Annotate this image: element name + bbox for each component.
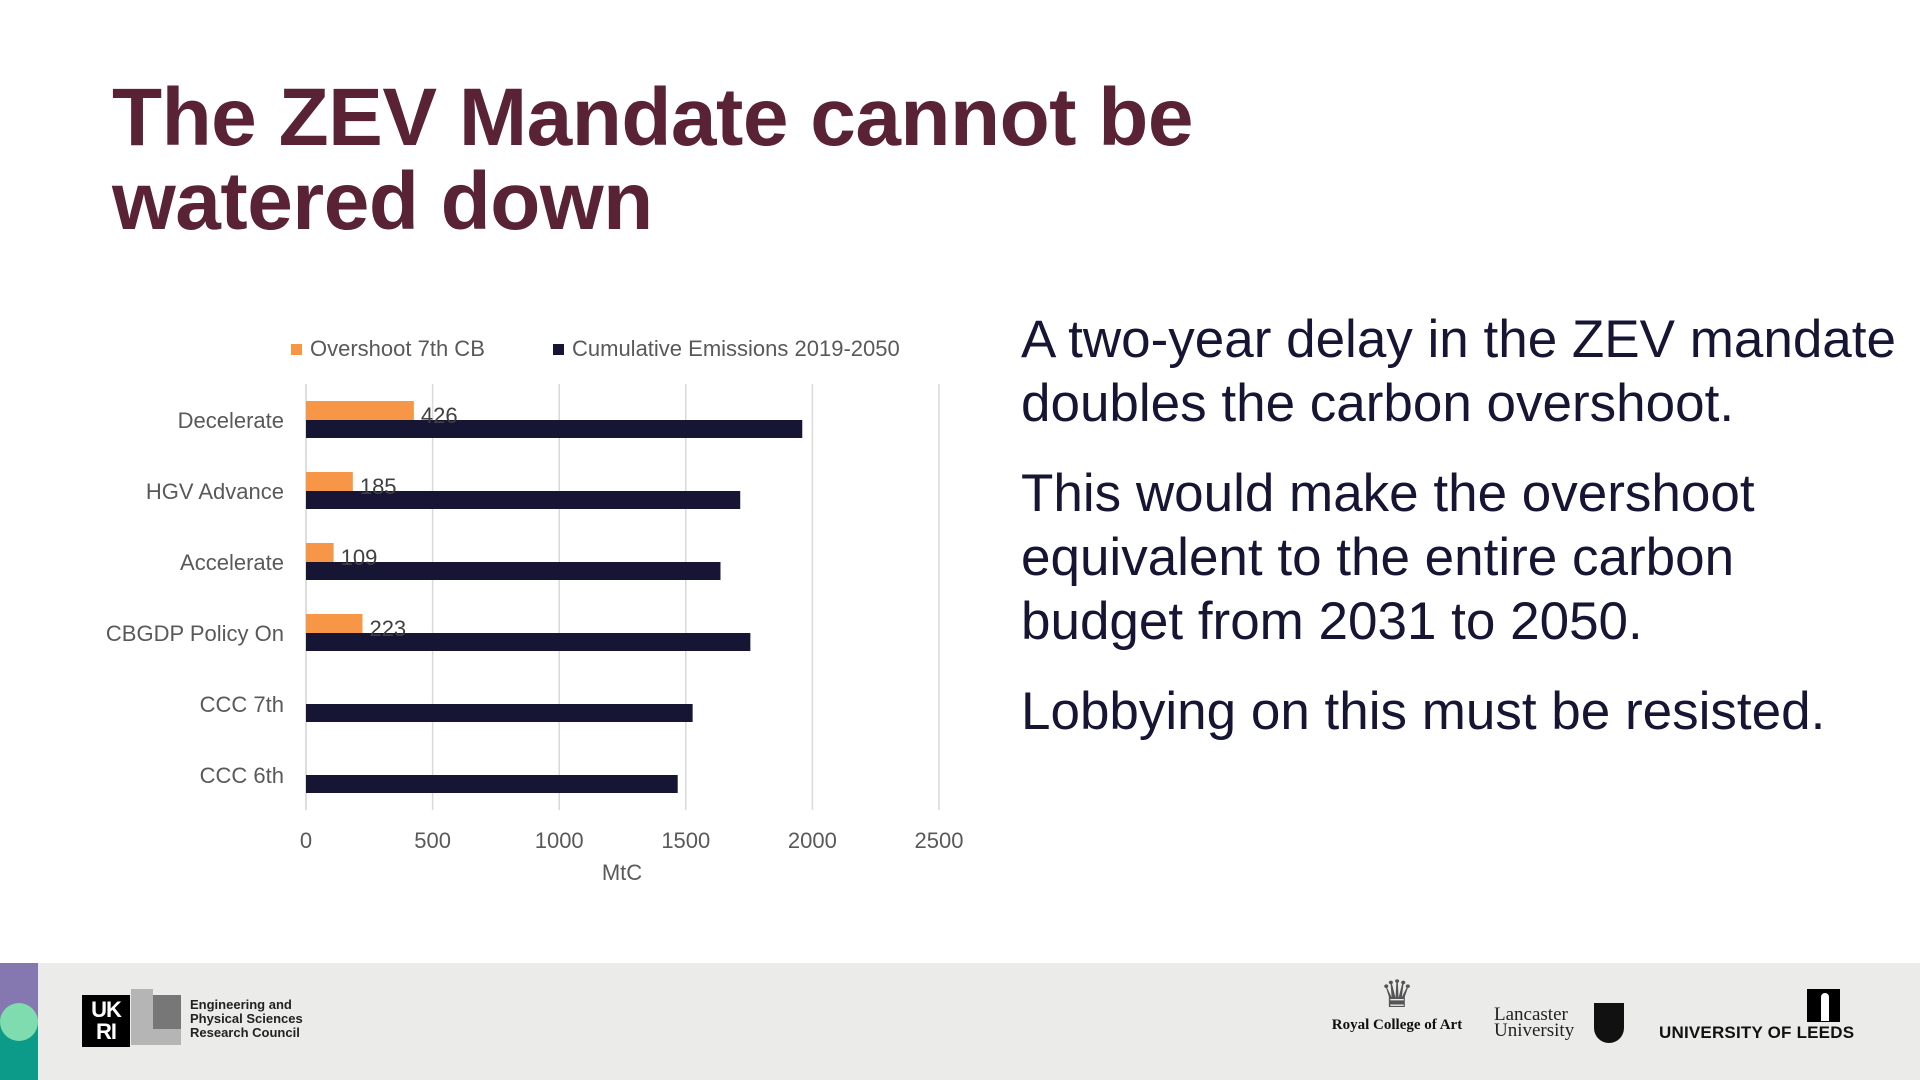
leeds-tower-glyph — [1821, 993, 1829, 1021]
category-labels: Decelerate HGV Advance Accelerate CBGDP Pol… — [106, 408, 284, 788]
x-tick-label: 500 — [414, 828, 451, 853]
chart-legend: Overshoot 7th CB Cumulative Emissions 201… — [291, 336, 900, 361]
rca-name: Royal College of Art — [1331, 1017, 1463, 1033]
lancaster-line: University — [1494, 1020, 1575, 1041]
decorative-strip — [0, 963, 38, 1080]
bar-cumulative-emissions — [306, 704, 693, 722]
category-label: HGV Advance — [146, 479, 284, 504]
x-axis-title: MtC — [602, 860, 642, 885]
data-label: 185 — [360, 474, 397, 499]
category-label: CCC 7th — [200, 692, 284, 717]
category-label: Accelerate — [180, 550, 284, 575]
bar-overshoot — [306, 401, 414, 420]
legend-label: Cumulative Emissions 2019-2050 — [572, 336, 900, 361]
ukri-logo-block — [131, 989, 153, 1045]
bar-overshoot — [306, 472, 353, 491]
x-tick-labels: 0 500 1000 1500 2000 2500 — [300, 828, 964, 853]
paragraph-1: A two-year delay in the ZEV mandate doub… — [1021, 310, 1896, 433]
bar-cumulative-emissions — [306, 491, 741, 509]
data-label: 223 — [369, 616, 406, 641]
lancaster-line: Lancaster — [1494, 1004, 1568, 1025]
gridlines — [305, 384, 940, 810]
bar-overshoot — [306, 614, 363, 633]
title-line-2: watered down — [112, 156, 653, 247]
epsrc-line: Engineering and — [190, 997, 292, 1012]
category-label: CBGDP Policy On — [106, 621, 284, 646]
category-label: Decelerate — [178, 408, 284, 433]
ukri-logo-block — [153, 1029, 181, 1045]
paragraph-2: This would make the overshoot equivalent… — [1021, 464, 1755, 651]
bar-cumulative-emissions — [306, 420, 803, 438]
slide-title: The ZEV Mandate cannot be watered down — [112, 76, 1312, 244]
bar-cumulative-emissions — [306, 562, 721, 580]
epsrc-line: Physical Sciences — [190, 1011, 303, 1026]
ukri-logo: UK RI — [82, 995, 130, 1047]
epsrc-logo-text: Engineering and Physical Sciences Resear… — [190, 998, 303, 1040]
rca-logo: ♛ Royal College of Art — [1312, 973, 1482, 1034]
title-line-1: The ZEV Mandate cannot be — [112, 72, 1193, 163]
category-label: CCC 6th — [200, 763, 284, 788]
body-text: A two-year delay in the ZEV mandate doub… — [1021, 308, 1901, 770]
paragraph-3: Lobbying on this must be resisted. — [1021, 682, 1826, 741]
bar-cumulative-emissions — [306, 775, 678, 793]
leeds-logo-text: UNIVERSITY OF LEEDS — [1659, 1023, 1855, 1042]
strip-circle — [0, 1003, 38, 1041]
royal-crest-icon: ♛ — [1379, 974, 1415, 1016]
lancaster-shield-icon — [1594, 1003, 1624, 1043]
epsrc-line: Research Council — [190, 1025, 300, 1040]
x-tick-label: 1500 — [661, 828, 710, 853]
data-label: 109 — [341, 545, 378, 570]
legend-swatch — [553, 344, 564, 355]
x-tick-label: 2000 — [788, 828, 837, 853]
data-label: 426 — [421, 403, 458, 428]
footer-bar: UK RI Engineering and Physical Sciences … — [0, 963, 1920, 1080]
bar-cumulative-emissions — [306, 633, 751, 651]
bar-overshoot — [306, 543, 334, 562]
emissions-bar-chart: 426 185 109 223 Decelerate HGV Advance Accele… — [106, 336, 964, 885]
x-tick-label: 2500 — [915, 828, 964, 853]
x-tick-label: 1000 — [535, 828, 584, 853]
legend-label: Overshoot 7th CB — [310, 336, 485, 361]
lancaster-logo-text: Lancaster University — [1494, 1004, 1575, 1041]
legend-swatch — [291, 344, 302, 355]
x-tick-label: 0 — [300, 828, 312, 853]
bars: 426 185 109 223 — [306, 401, 803, 793]
